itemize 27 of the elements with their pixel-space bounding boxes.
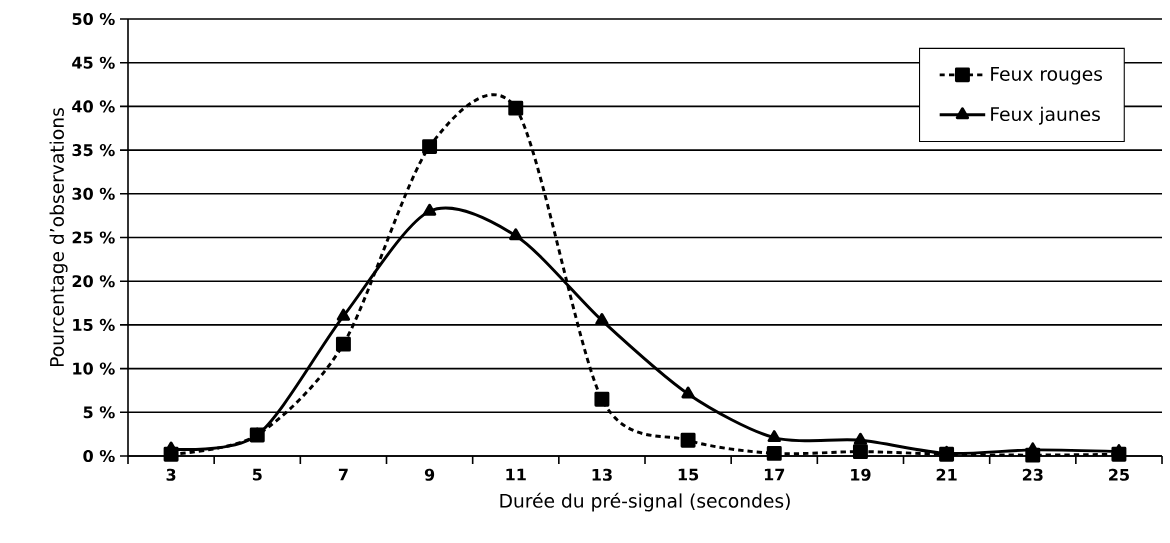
y-tick-label: 5 % xyxy=(83,406,115,419)
x-tick-label: 21 xyxy=(936,468,957,481)
y-tick-label: 40 % xyxy=(72,100,115,113)
y-tick-label: 30 % xyxy=(72,187,115,200)
x-tick-label: 15 xyxy=(678,468,699,481)
x-tick-label: 17 xyxy=(764,468,785,481)
x-tick-label: 9 xyxy=(424,468,435,481)
y-axis-title: Pourcentage d’observations xyxy=(49,108,68,366)
legend-label: Feux jaunes xyxy=(991,106,1100,125)
x-tick-label: 23 xyxy=(1022,468,1043,481)
y-tick-label: 0 % xyxy=(83,449,115,463)
y-tick-label: 35 % xyxy=(72,144,115,157)
x-tick-label: 3 xyxy=(166,468,176,481)
y-tick-label: 10 % xyxy=(73,362,115,375)
y-tick-label: 20 % xyxy=(72,275,115,288)
legend-label: Feux rouges xyxy=(991,67,1103,85)
y-tick-label: 50 % xyxy=(72,12,115,26)
x-tick-label: 5 xyxy=(252,468,262,481)
x-tick-label: 7 xyxy=(338,468,348,481)
x-tick-label: 11 xyxy=(506,468,526,481)
x-tick-label: 25 xyxy=(1109,468,1129,481)
x-axis-title: Durée du pré-signal (secondes) xyxy=(500,492,790,512)
y-tick-label: 45 % xyxy=(72,56,115,69)
y-tick-label: 15 % xyxy=(73,318,115,331)
x-tick-label: 13 xyxy=(592,468,612,481)
x-tick-label: 19 xyxy=(851,468,871,481)
y-tick-label: 25 % xyxy=(72,231,115,244)
